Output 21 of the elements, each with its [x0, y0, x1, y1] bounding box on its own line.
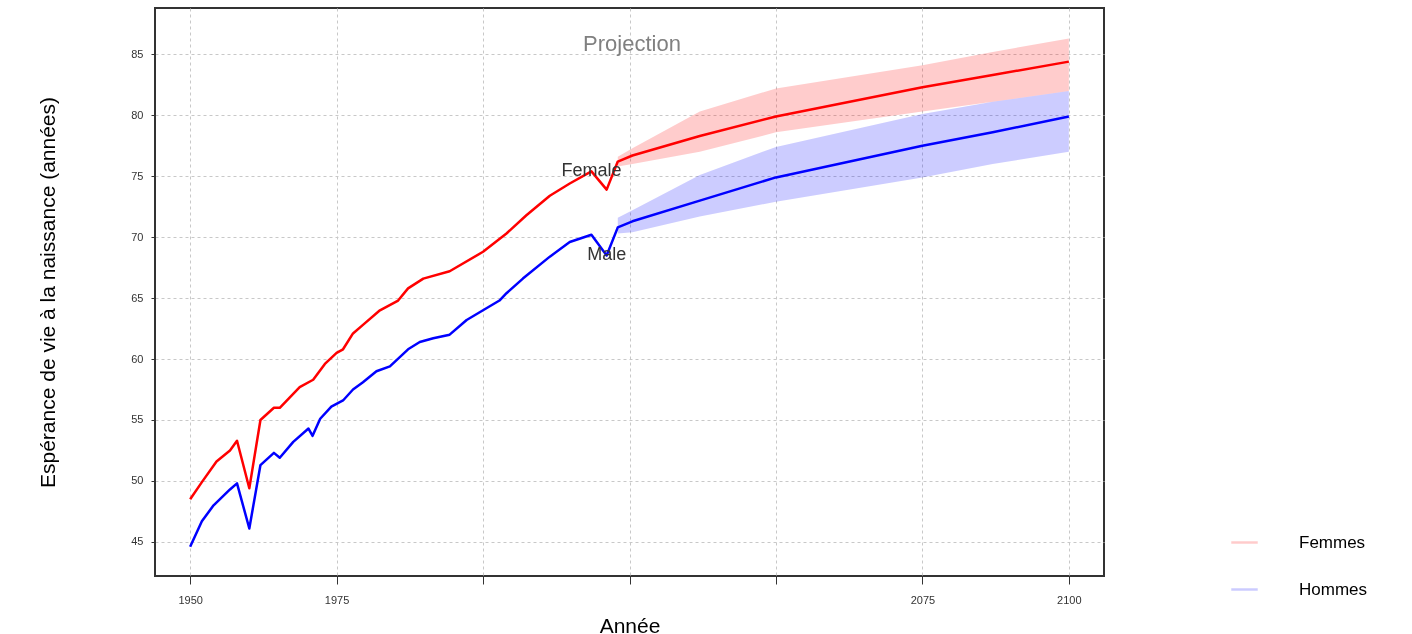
annotation: Male [587, 244, 627, 265]
y-tick-label: 45 [131, 535, 144, 548]
x-tick-label: 2100 [1057, 593, 1082, 606]
text: Hommes [1299, 579, 1368, 599]
x-tick-label: 2075 [910, 593, 936, 606]
y-tick-label: 50 [131, 474, 144, 487]
line-series [188, 60, 1071, 501]
annotation: Projection [583, 31, 681, 56]
text: Femmes [1299, 532, 1366, 552]
line-series [188, 115, 1071, 548]
x-tick-label: 1975 [324, 593, 350, 606]
x-axis-title: Année [599, 613, 661, 634]
x-tick-label: 1950 [178, 593, 203, 606]
y-tick-label: 60 [131, 352, 144, 365]
y-tick-label: 85 [131, 47, 144, 60]
y-tick-label: 75 [131, 169, 144, 182]
y-tick-label: 65 [131, 291, 144, 304]
y-axis-title: Espérance de vie à la naissance (années) [36, 96, 60, 489]
y-tick-label: 80 [131, 108, 144, 121]
y-tick-label: 55 [131, 413, 144, 426]
y-tick-label: 70 [131, 230, 144, 243]
